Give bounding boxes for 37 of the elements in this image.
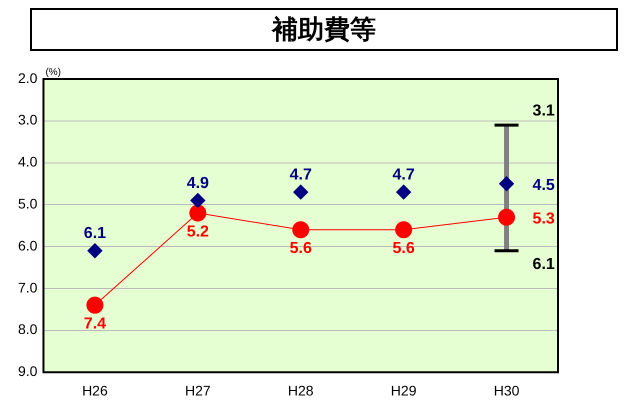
y-tick-label: 8.0 [18, 321, 38, 338]
y-tick-label: 3.0 [18, 112, 38, 128]
data-label: 5.3 [532, 210, 555, 228]
point [293, 184, 308, 200]
x-tick-label: H28 [288, 382, 314, 398]
data-label: 4.7 [392, 166, 415, 184]
point [87, 243, 102, 258]
y-tick-label: 7.0 [18, 279, 38, 296]
data-label: 4.5 [532, 177, 555, 194]
y-tick-label: 9.0 [18, 363, 38, 380]
y-tick-label: 4.0 [18, 154, 38, 170]
point [86, 296, 104, 314]
point [396, 184, 412, 200]
y-tick-label: 6.0 [18, 237, 38, 254]
data-label: 5.6 [290, 240, 312, 258]
point [499, 176, 514, 192]
data-label: 5.6 [392, 240, 415, 258]
chart-title: 補助費等 [30, 8, 618, 51]
point [292, 221, 310, 238]
annotation: 6.1 [532, 256, 555, 274]
y-axis-title: (%) [45, 66, 62, 78]
x-tick-label: H30 [494, 382, 520, 398]
data-label: 4.7 [290, 166, 312, 184]
x-tick-label: H26 [82, 382, 108, 398]
data-label: 7.4 [84, 316, 106, 333]
x-tick-label: H27 [184, 382, 211, 398]
y-tick-label: 2.0 [18, 70, 38, 86]
point [395, 221, 412, 238]
data-label: 6.1 [84, 225, 106, 242]
annotation: 3.1 [532, 102, 555, 120]
data-label: 5.2 [186, 223, 210, 240]
data-label: 4.9 [186, 174, 210, 192]
point [190, 192, 206, 208]
point [189, 204, 206, 222]
y-tick-label: 5.0 [18, 196, 38, 212]
x-tick-label: H29 [390, 382, 417, 398]
point [498, 208, 516, 226]
